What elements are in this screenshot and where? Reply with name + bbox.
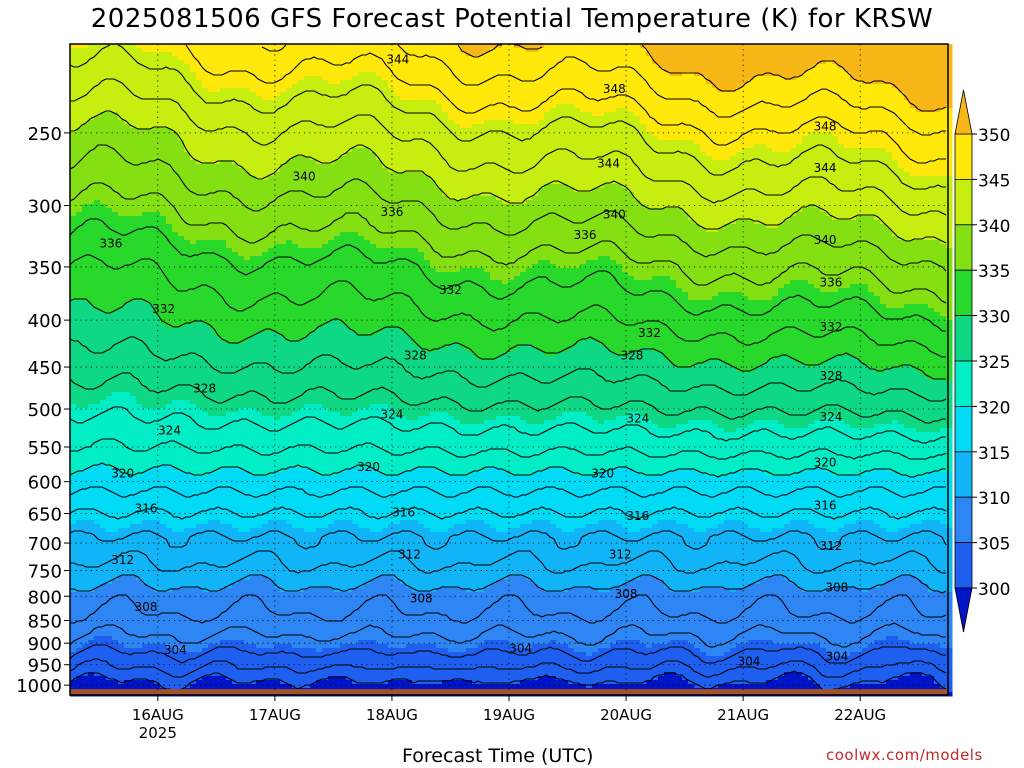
- contour-label: 328: [404, 348, 427, 362]
- colorbar-label: 350: [978, 126, 1010, 146]
- y-tick-label: 800: [28, 587, 62, 608]
- contour-label: 344: [814, 161, 837, 175]
- contour-label: 316: [135, 502, 158, 516]
- y-tick-label: 850: [28, 611, 62, 632]
- credit-link[interactable]: coolwx.com/models: [826, 746, 983, 764]
- contour-label: 304: [509, 641, 532, 655]
- contour-label: 316: [392, 505, 415, 519]
- x-tick-label: 17AUG: [249, 706, 301, 724]
- contour-label: 320: [357, 460, 380, 474]
- y-tick-label: 250: [28, 124, 62, 145]
- colorbar-bin: [955, 270, 972, 315]
- y-tick-label: 650: [28, 505, 62, 526]
- contour-label: 348: [814, 119, 837, 133]
- contour-label: 324: [158, 424, 181, 438]
- contour-label: 328: [193, 382, 216, 396]
- y-tick-label: 950: [28, 656, 62, 677]
- colorbar-label: 330: [978, 308, 1010, 328]
- y-tick-label: 900: [28, 634, 62, 655]
- y-tick-label: 700: [28, 534, 62, 555]
- y-tick-label: 400: [28, 311, 62, 332]
- contour-label: 316: [814, 499, 837, 513]
- contour-label: 328: [819, 369, 842, 383]
- contour-label: 304: [164, 643, 187, 657]
- colorbar-label: 345: [978, 171, 1010, 191]
- contour-label: 320: [814, 456, 837, 470]
- contour-label: 340: [603, 208, 626, 222]
- colorbar-label: 340: [978, 217, 1010, 237]
- colorbar-label: 310: [978, 489, 1010, 509]
- contour-label: 336: [380, 205, 403, 219]
- y-axis: 2503003504004505005506006507007508008509…: [16, 124, 70, 697]
- y-tick-label: 450: [28, 358, 62, 379]
- contour-label: 312: [819, 539, 842, 553]
- contour-label: 320: [591, 467, 614, 481]
- contour-label: 308: [825, 581, 848, 595]
- x-tick-label: 16AUG: [132, 706, 184, 724]
- colorbar-label: 320: [978, 398, 1010, 418]
- contour-label: 340: [293, 170, 316, 184]
- contour-label: 312: [398, 547, 421, 561]
- contour-label: 332: [152, 302, 175, 316]
- contour-label: 316: [626, 509, 649, 523]
- y-tick-label: 550: [28, 438, 62, 459]
- colorbar-label: 315: [978, 444, 1010, 464]
- contour-label: 332: [439, 283, 462, 297]
- contour-label: 336: [574, 228, 597, 242]
- contour-label: 304: [738, 654, 761, 668]
- contour-label: 344: [386, 53, 409, 67]
- x-tick-label: 22AUG: [834, 706, 886, 724]
- x-axis-label: Forecast Time (UTC): [402, 745, 593, 767]
- contour-label: 340: [814, 233, 837, 247]
- y-tick-label: 600: [28, 473, 62, 494]
- colorbar-bin: [955, 316, 972, 361]
- contour-label: 324: [626, 411, 649, 425]
- colorbar-bin: [955, 134, 972, 179]
- colorbar-bin: [955, 361, 972, 406]
- colorbar-bin: [955, 225, 972, 270]
- contour-label: 332: [819, 320, 842, 334]
- contour-label: 324: [380, 408, 403, 422]
- contour-label: 336: [819, 276, 842, 290]
- colorbar-label: 300: [978, 580, 1010, 600]
- colorbar-extend-top: [955, 90, 972, 134]
- contour-label: 348: [603, 82, 626, 96]
- x-tick-label: 19AUG: [483, 706, 535, 724]
- contour-label: 308: [135, 600, 158, 614]
- colorbar-bin: [955, 452, 972, 497]
- colorbar-bin: [955, 179, 972, 224]
- y-tick-label: 300: [28, 197, 62, 218]
- colorbar-label: 325: [978, 353, 1010, 373]
- contour-label: 312: [609, 547, 632, 561]
- contour-label: 344: [597, 157, 620, 171]
- y-tick-label: 500: [28, 400, 62, 421]
- contour-label: 308: [410, 592, 433, 606]
- colorbar: 300 305 310 315 320 325 330 335 340 345 350: [955, 90, 1010, 632]
- x-tick-label: 20AUG: [600, 706, 652, 724]
- colorbar-bin: [955, 497, 972, 542]
- colorbar-label: 335: [978, 262, 1010, 282]
- contour-label: 304: [825, 649, 848, 663]
- contour-label: 336: [100, 236, 123, 250]
- colorbar-label: 305: [978, 535, 1010, 555]
- y-tick-label: 1000: [16, 676, 62, 697]
- y-tick-label: 750: [28, 562, 62, 583]
- contour-label: 312: [111, 553, 134, 567]
- contour-label: 308: [615, 587, 638, 601]
- x-tick-sublabel: 2025: [139, 724, 177, 742]
- colorbar-bin: [955, 543, 972, 588]
- colorbar-bin: [955, 406, 972, 451]
- x-tick-label: 18AUG: [366, 706, 418, 724]
- y-tick-label: 350: [28, 258, 62, 279]
- contour-label: 324: [819, 410, 842, 424]
- contour-label: 332: [638, 326, 661, 340]
- contour-label: 328: [620, 348, 643, 362]
- colorbar-extend-bottom: [955, 588, 972, 632]
- contour-label: 320: [111, 467, 134, 481]
- x-tick-label: 21AUG: [717, 706, 769, 724]
